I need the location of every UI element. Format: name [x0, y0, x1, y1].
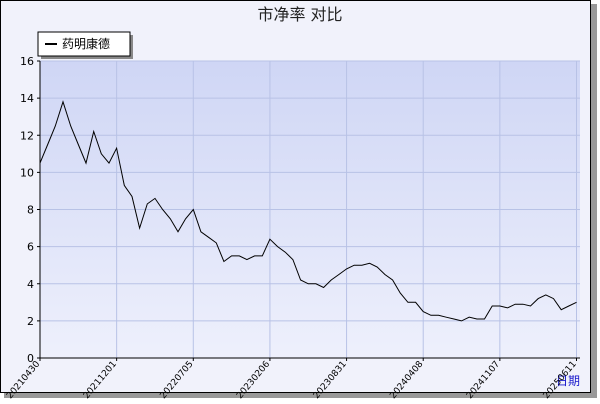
y-tick-label: 2: [27, 315, 34, 328]
y-tick-label: 12: [20, 129, 34, 142]
y-tick-label: 14: [20, 92, 34, 105]
y-tick-label: 0: [27, 352, 34, 365]
y-tick-label: 8: [27, 204, 34, 217]
y-tick-label: 10: [20, 166, 34, 179]
line: [39, 100, 577, 322]
y-tick-label: 4: [27, 278, 34, 291]
y-tick-label: 16: [20, 55, 34, 68]
chart-title: 市净率 对比: [257, 5, 342, 24]
x-axis-label: 日期: [556, 374, 580, 388]
legend-label: 药明康德: [62, 36, 110, 51]
frame-shadow: [591, 4, 597, 396]
frame-shadow: [4, 393, 597, 398]
y-tick-label: 6: [27, 241, 34, 254]
